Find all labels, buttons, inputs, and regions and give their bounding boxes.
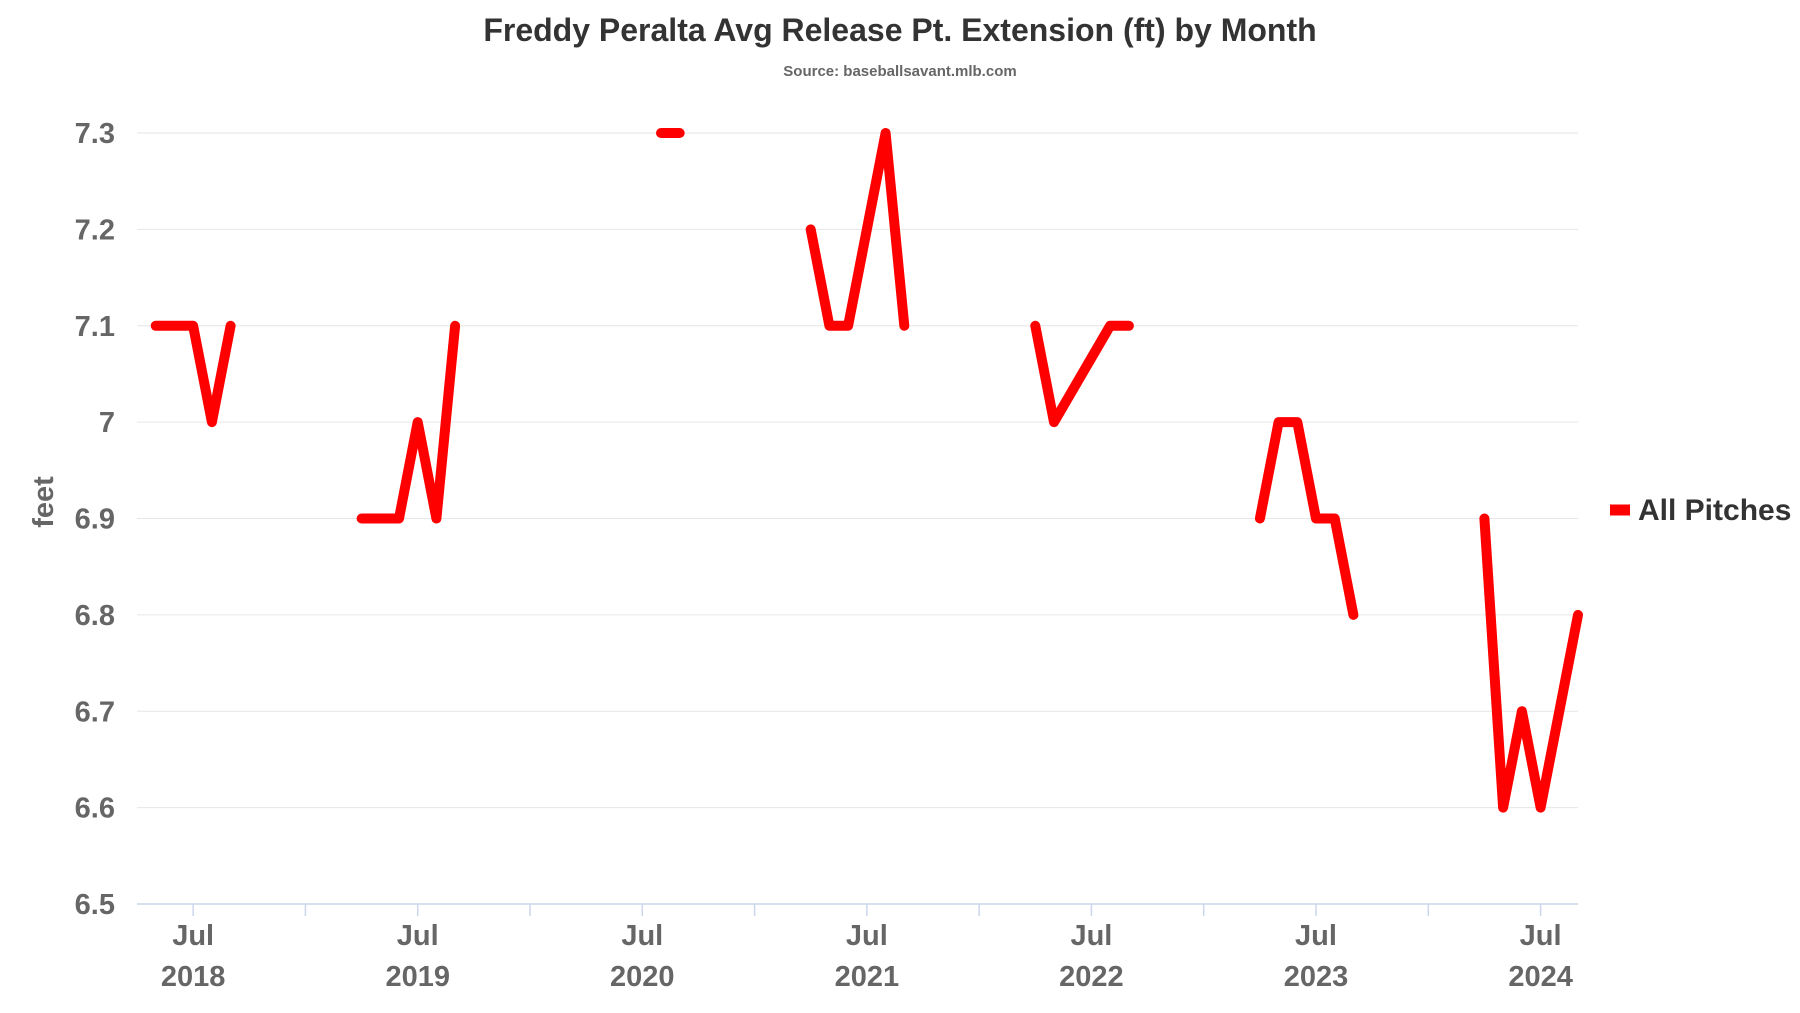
x-tick-month-label: Jul: [1070, 920, 1112, 952]
x-tick-year-label: 2022: [1059, 961, 1124, 993]
x-tick-month-label: Jul: [846, 920, 888, 952]
legend[interactable]: All Pitches: [1610, 494, 1791, 527]
x-tick-month-label: Jul: [621, 920, 663, 952]
x-tick-year-label: 2018: [161, 961, 226, 993]
series-segment-2: [356, 320, 461, 524]
x-tick-month-label: Jul: [172, 920, 214, 952]
x-tick-year-label: 2024: [1508, 961, 1573, 993]
y-tick-label: 6.5: [75, 889, 115, 921]
y-tick-label: 7.2: [75, 214, 115, 246]
legend-label-all-pitches[interactable]: All Pitches: [1638, 494, 1791, 527]
y-axis-ticks: 7.3 7.2 7.1 7 6.9 6.8 6.7 6.6 6.5: [75, 118, 115, 921]
y-tick-label: 7.3: [75, 118, 115, 150]
chart-title: Freddy Peralta Avg Release Pt. Extension…: [483, 12, 1316, 48]
grid-lines: [137, 132, 1578, 809]
series-segment-1: [150, 320, 236, 428]
y-tick-label: 6.7: [75, 696, 115, 728]
y-tick-label: 7: [99, 407, 115, 439]
x-tick-year-label: 2021: [835, 961, 900, 993]
y-tick-label: 6.9: [75, 504, 115, 536]
x-axis-ticks: Jul 2018 Jul 2019 Jul 2020 Jul 2021 Jul 2022 Jul 20…: [161, 904, 1573, 993]
series-segment-7: [1479, 513, 1583, 813]
x-tick-month-label: Jul: [397, 920, 439, 952]
series-segment-4: [805, 128, 910, 331]
x-tick-year-label: 2019: [385, 961, 450, 993]
x-tick-month-label: Jul: [1295, 920, 1337, 952]
x-tick-year-label: 2020: [610, 961, 675, 993]
y-tick-label: 6.6: [75, 793, 115, 825]
y-tick-label: 6.8: [75, 600, 115, 632]
x-tick-year-label: 2023: [1284, 961, 1349, 993]
chart-subtitle: Source: baseballsavant.mlb.com: [783, 63, 1016, 80]
x-tick-month-label: Jul: [1520, 920, 1562, 952]
series-segment-6: [1254, 417, 1359, 620]
series-segment-5: [1030, 320, 1134, 428]
series-lines: [150, 128, 1583, 813]
y-tick-label: 7.1: [75, 311, 115, 343]
y-axis-label: feet: [28, 476, 60, 528]
